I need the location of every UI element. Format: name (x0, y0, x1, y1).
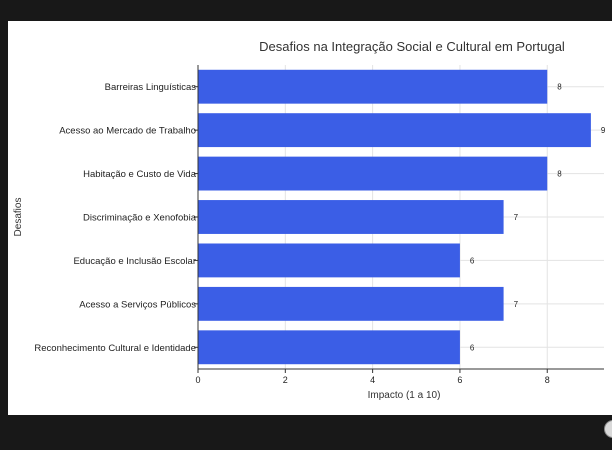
category-label: Acesso a Serviços Públicos (79, 299, 196, 310)
axes: 0 2 4 6 8 Barreiras Linguísticas Acesso ao Mer… (34, 65, 604, 385)
x-tick-label: 4 (370, 375, 375, 385)
category-label: Discriminação e Xenofobia (83, 213, 197, 224)
chart-canvas: 8 9 8 7 6 7 6 0 2 4 6 8 Barreiras Linguísticas Acess… (8, 21, 612, 415)
bar-chart: 8 9 8 7 6 7 6 0 2 4 6 8 Barreiras Linguísticas Acess… (13, 39, 606, 401)
bar-6 (198, 286, 504, 321)
bars: 8 9 8 7 6 7 6 (198, 69, 606, 365)
bar-value-label: 6 (470, 343, 475, 352)
category-label: Reconhecimento Cultural e Identidade (34, 343, 196, 354)
y-axis-label: Desafios (13, 198, 24, 237)
chart-title: Desafios na Integração Social e Cultural… (259, 39, 565, 54)
bar-2 (198, 113, 591, 148)
x-tick-label: 6 (457, 375, 462, 385)
bar-7 (198, 330, 460, 365)
bar-5 (198, 243, 460, 278)
x-tick-label: 8 (545, 375, 550, 385)
bar-value-label: 7 (514, 300, 519, 309)
bar-1 (198, 69, 548, 104)
bar-value-label: 7 (514, 213, 519, 222)
x-axis-label: Impacto (1 a 10) (368, 390, 441, 401)
category-label: Barreiras Linguísticas (105, 82, 197, 93)
category-label: Habitação e Custo de Vida (83, 169, 197, 180)
bar-3 (198, 156, 548, 191)
corner-badge-icon (604, 420, 612, 438)
category-label: Acesso ao Mercado de Trabalho (59, 126, 196, 137)
bar-value-label: 9 (601, 126, 606, 135)
bar-4 (198, 200, 504, 234)
bar-value-label: 8 (557, 83, 562, 92)
x-tick-label: 2 (283, 375, 288, 385)
bar-value-label: 6 (470, 256, 475, 265)
x-tick-label: 0 (195, 375, 200, 385)
bar-value-label: 8 (557, 170, 562, 179)
category-label: Educação e Inclusão Escolar (73, 256, 196, 267)
